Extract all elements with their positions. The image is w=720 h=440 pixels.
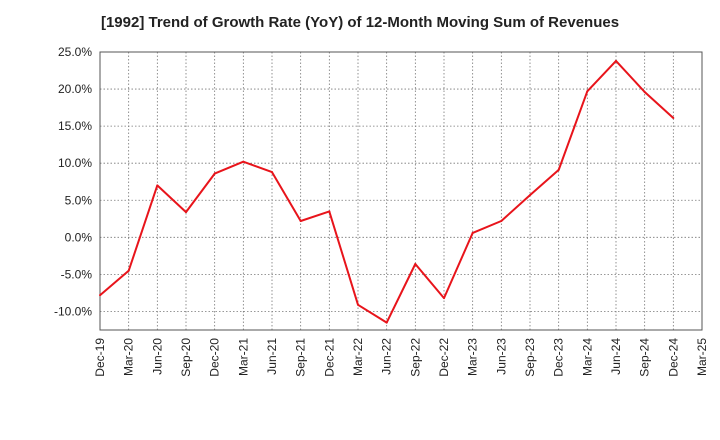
data-point — [127, 269, 130, 272]
x-tick-label: Dec-19 — [93, 338, 107, 377]
x-tick-label: Mar-24 — [580, 338, 594, 376]
y-tick-label: -5.0% — [61, 267, 93, 281]
data-point — [271, 171, 273, 174]
x-tick-label: Dec-21 — [322, 338, 336, 377]
data-point — [357, 303, 359, 306]
data-point — [328, 210, 331, 213]
chart-title: [1992] Trend of Growth Rate (YoY) of 12-… — [100, 14, 620, 31]
y-tick-label: 20.0% — [58, 82, 92, 96]
data-point — [299, 220, 302, 223]
series-group — [99, 59, 675, 324]
x-tick-label: Sep-20 — [179, 338, 193, 377]
data-point — [414, 263, 417, 266]
x-tick-label: Sep-24 — [638, 338, 652, 377]
y-tick-label: 10.0% — [58, 156, 92, 170]
x-tick-label: Mar-21 — [236, 338, 250, 376]
data-point — [471, 231, 474, 234]
data-point — [500, 220, 503, 223]
x-tick-label: Dec-24 — [666, 338, 680, 377]
y-tick-label: 5.0% — [65, 193, 93, 207]
data-point — [242, 160, 245, 163]
x-tick-label: Mar-20 — [122, 338, 136, 376]
data-point — [99, 294, 101, 297]
grid-lines — [100, 51, 702, 330]
x-tick-label: Mar-23 — [466, 338, 480, 376]
x-tick-label: Mar-25 — [695, 338, 709, 376]
y-tick-label: -10.0% — [54, 304, 92, 318]
plot-area-frame — [99, 51, 703, 331]
x-tick-label: Sep-21 — [294, 338, 308, 377]
data-point — [185, 211, 187, 214]
y-tick-label: 15.0% — [58, 119, 92, 133]
x-tick-label: Mar-22 — [351, 338, 365, 376]
data-point — [443, 297, 445, 300]
data-point — [586, 90, 589, 93]
x-axis: Dec-19 Mar-20 Jun-20 Sep-20 Dec-20 Mar-21 Jun-… — [93, 338, 709, 377]
data-point — [213, 172, 216, 175]
y-tick-label: 25.0% — [58, 45, 92, 59]
x-tick-label: Sep-22 — [408, 338, 422, 377]
x-tick-label: Dec-22 — [437, 338, 451, 377]
x-tick-label: Dec-20 — [208, 338, 222, 377]
x-tick-label: Jun-24 — [609, 338, 623, 375]
data-point — [557, 168, 560, 171]
x-tick-label: Dec-23 — [552, 338, 566, 377]
x-tick-label: Jun-20 — [150, 338, 164, 375]
y-tick-label: 0.0% — [65, 230, 93, 244]
x-tick-label: Sep-23 — [523, 338, 537, 377]
data-point — [672, 116, 675, 119]
data-point — [615, 59, 617, 62]
data-point — [643, 91, 646, 94]
data-point — [529, 194, 531, 197]
data-point — [385, 321, 388, 324]
x-tick-label: Jun-21 — [265, 338, 279, 375]
x-tick-label: Jun-22 — [380, 338, 394, 375]
y-axis: 25.0% 20.0% 15.0% 10.0% 5.0% 0.0% -5.0% -10.0% — [54, 45, 92, 318]
x-tick-label: Jun-23 — [494, 338, 508, 375]
data-point — [156, 184, 159, 187]
